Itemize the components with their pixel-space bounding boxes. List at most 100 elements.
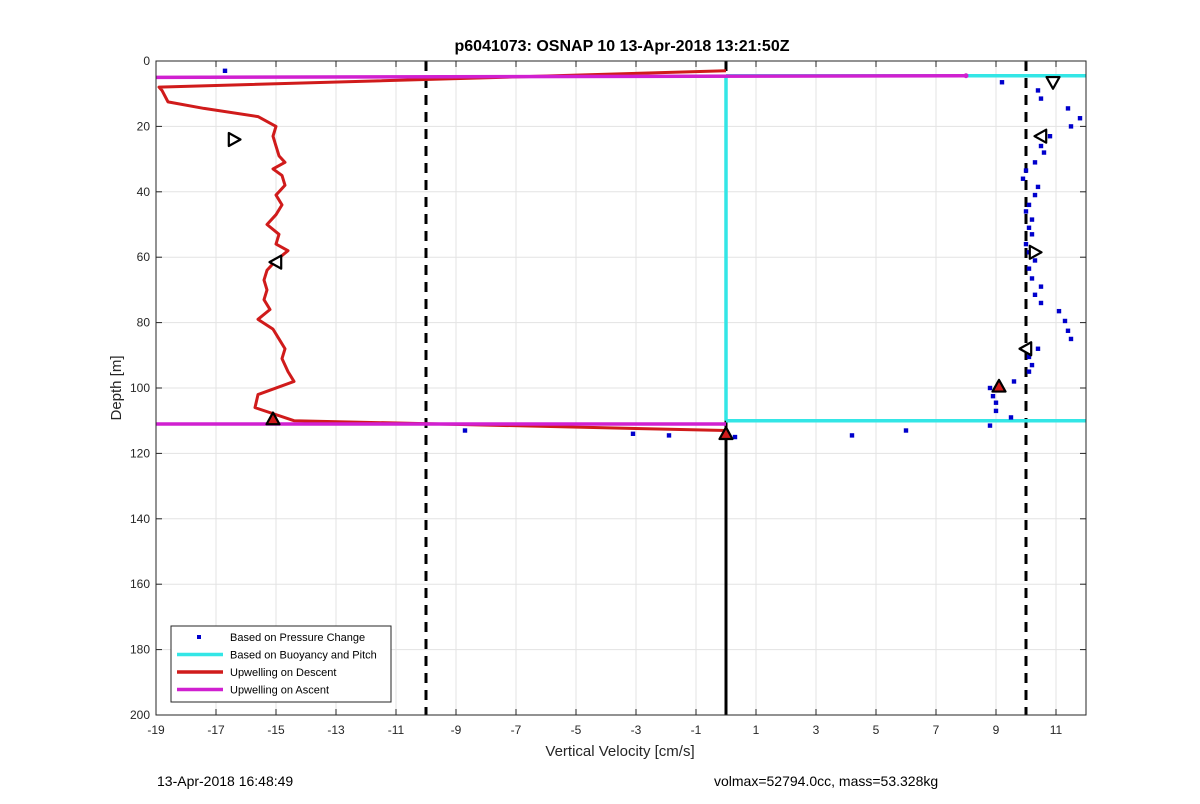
marker-triangle-left [1033, 128, 1048, 144]
based-on-pressure-change-point [1068, 336, 1074, 342]
x-tick-label: -1 [691, 723, 702, 737]
based-on-pressure-change-point [993, 400, 999, 405]
y-tick-label: 200 [130, 708, 150, 722]
y-tick-label: 40 [137, 185, 151, 199]
based-on-pressure-change-point [1029, 217, 1035, 222]
x-tick-label: -17 [207, 723, 225, 737]
based-on-pressure-change-point [1026, 266, 1032, 271]
based-on-pressure-change-point [1032, 292, 1038, 298]
x-tick-label: 7 [933, 723, 940, 737]
y-tick-label: 140 [130, 512, 150, 526]
marker-triangle-right [227, 131, 242, 148]
y-tick-label: 20 [137, 119, 151, 133]
x-tick-label: -7 [511, 723, 522, 737]
based-on-pressure-change-point [1026, 354, 1032, 360]
based-on-pressure-change-point [1008, 415, 1014, 420]
based-on-pressure-change-point [1068, 124, 1074, 129]
x-tick-label: -13 [327, 723, 345, 737]
upwelling-on-descent-line [157, 69, 727, 433]
marker-triangle-left [268, 254, 283, 270]
y-tick-label: 100 [130, 381, 150, 395]
y-axis-ticks: 0 20 40 60 80 100 120 140 160 180 200 [130, 54, 1086, 722]
based-on-pressure-change-point [462, 428, 468, 433]
based-on-pressure-change-point [1077, 116, 1083, 121]
marker-triangle-left [1018, 341, 1033, 357]
based-on-pressure-change-point [1020, 176, 1026, 181]
based-on-pressure-change-point [1011, 379, 1017, 384]
based-on-pressure-change-point [630, 431, 636, 436]
x-tick-label: 11 [1050, 723, 1063, 737]
based-on-pressure-change-point [1062, 318, 1068, 324]
based-on-pressure-change-point [1035, 88, 1041, 93]
y-tick-label: 80 [137, 316, 151, 330]
x-axis-title: Vertical Velocity [cm/s] [545, 743, 694, 760]
y-tick-label: 120 [130, 446, 150, 460]
x-tick-label: 1 [753, 723, 760, 737]
legend-label: Upwelling on Descent [230, 667, 336, 679]
based-on-pressure-change-point [993, 408, 999, 414]
marker-triangle-right [1028, 244, 1043, 260]
based-on-pressure-change-point [1056, 308, 1062, 314]
legend-label: Upwelling on Ascent [230, 685, 329, 697]
data-markers [227, 75, 1061, 441]
marker-triangle-up [718, 426, 734, 441]
based-on-pressure-change-point [1026, 202, 1032, 208]
y-tick-label: 160 [130, 577, 150, 591]
based-on-pressure-change-point [1032, 192, 1038, 198]
marker-triangle-up [991, 378, 1007, 393]
legend-label: Based on Buoyancy and Pitch [230, 650, 377, 662]
based-on-pressure-change-point [849, 433, 855, 438]
based-on-pressure-change-point [666, 433, 672, 438]
marker-triangle-up [265, 411, 281, 426]
x-tick-label: -15 [267, 723, 285, 737]
based-on-pressure-change-point [1035, 184, 1041, 190]
upwelling-on-ascent-segment [155, 73, 967, 80]
based-on-pressure-change-point [1029, 232, 1035, 237]
footer-timestamp: 13-Apr-2018 16:48:49 [157, 773, 294, 789]
x-tick-label: 3 [813, 723, 820, 737]
data-series [155, 68, 1086, 440]
based-on-pressure-change-point [1038, 284, 1044, 289]
upwelling-on-ascent-endpoint [963, 73, 969, 79]
based-on-pressure-change-point [1065, 106, 1071, 111]
based-on-pressure-change-point [1023, 168, 1029, 173]
based-on-pressure-change-point [1038, 143, 1044, 149]
x-tick-label: -19 [147, 723, 165, 737]
chart-title: p6041073: OSNAP 10 13-Apr-2018 13:21:50Z [455, 38, 790, 55]
based-on-pressure-change-point [1029, 362, 1035, 368]
based-on-pressure-change-point [1041, 150, 1047, 155]
based-on-pressure-change-point [1038, 96, 1044, 101]
based-on-pressure-change-point [1038, 300, 1044, 306]
y-tick-label: 0 [143, 54, 150, 68]
based-on-pressure-change-point [1023, 209, 1029, 214]
y-axis-title: Depth [m] [108, 355, 125, 420]
marker-triangle-down [1045, 75, 1061, 90]
x-tick-label: -5 [571, 723, 582, 737]
based-on-pressure-change-point [987, 423, 993, 428]
x-tick-label: -11 [388, 723, 405, 737]
x-tick-label: 5 [873, 723, 880, 737]
based-on-pressure-change-point [1032, 258, 1038, 263]
based-on-pressure-change-point [990, 393, 996, 399]
based-on-pressure-change-point [222, 68, 228, 74]
based-on-pressure-change-point [1047, 134, 1053, 139]
legend-swatch-dot [197, 635, 201, 639]
based-on-pressure-change-point [1023, 241, 1029, 247]
based-on-pressure-change-point [987, 385, 993, 391]
based-on-pressure-change-point [1026, 369, 1032, 374]
based-on-pressure-change-point [1065, 328, 1071, 333]
x-tick-label: 9 [993, 723, 1000, 737]
x-axis-ticks: -19 -17 -15 -13 -11 -9 -7 -5 -3 -1 1 3 5 7 9 11 [147, 61, 1063, 737]
y-tick-label: 180 [130, 643, 150, 657]
footer-info: volmax=52794.0cc, mass=53.328kg [714, 773, 939, 789]
based-on-pressure-change-point [732, 434, 738, 440]
y-tick-label: 60 [137, 250, 151, 264]
legend-label: Based on Pressure Change [230, 632, 365, 644]
x-tick-label: -9 [451, 723, 462, 737]
based-on-pressure-change-point [999, 80, 1005, 85]
based-on-pressure-change-point [1032, 160, 1038, 165]
based-on-pressure-change-point [1035, 346, 1041, 351]
based-on-pressure-change-point [1026, 225, 1032, 230]
based-on-pressure-change-point [903, 428, 909, 433]
